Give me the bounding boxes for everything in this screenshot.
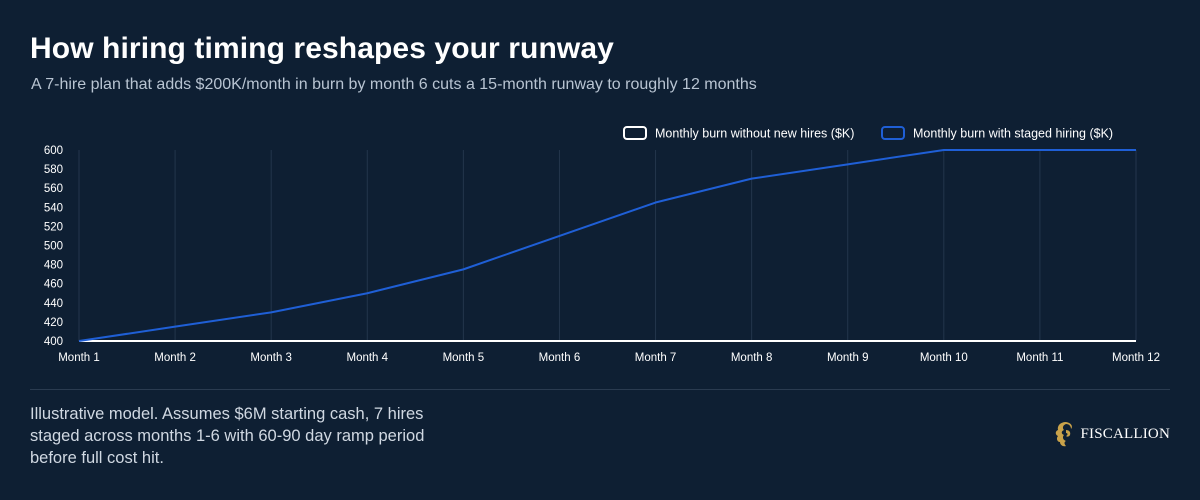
y-tick-label: 460 — [44, 279, 63, 291]
series-lines — [78, 149, 1136, 342]
line-chart: Month 1 Month 2 Month 3 Month 4 Month 5 Month… — [44, 126, 1160, 364]
y-tick-label: 480 — [44, 260, 63, 272]
x-tick-label: Month 9 — [827, 352, 869, 364]
brand-name: FISCALLION — [1080, 425, 1170, 442]
x-tick-label: Month 12 — [1112, 352, 1160, 364]
legend-swatch — [623, 126, 647, 140]
y-tick-label: 600 — [44, 145, 63, 157]
legend-label: Monthly burn without new hires ($K) — [655, 127, 854, 141]
x-tick-label: Month 10 — [920, 352, 968, 364]
x-tick-label: Month 6 — [539, 352, 581, 364]
lion-head-icon — [1056, 422, 1073, 447]
x-tick-label: Month 11 — [1016, 352, 1063, 364]
axis-labels: Month 1 Month 2 Month 3 Month 4 Month 5 Month… — [44, 145, 1160, 364]
y-tick-label: 500 — [44, 241, 63, 253]
y-tick-label: 440 — [44, 298, 63, 310]
y-tick-label: 540 — [44, 202, 63, 214]
x-tick-label: Month 8 — [731, 352, 773, 364]
x-tick-label: Month 5 — [443, 352, 485, 364]
y-tick-label: 400 — [44, 336, 63, 348]
x-tick-label: Month 4 — [346, 352, 388, 364]
y-tick-label: 560 — [44, 183, 63, 195]
footnote: Illustrative model. Assumes $6M starting… — [30, 405, 425, 467]
legend-swatch — [881, 126, 905, 140]
x-tick-label: Month 2 — [154, 352, 196, 364]
x-tick-label: Month 1 — [58, 352, 100, 364]
y-tick-label: 520 — [44, 221, 63, 233]
chart-title: How hiring timing reshapes your runway — [30, 32, 614, 65]
legend: Monthly burn without new hires ($K) Month… — [623, 126, 1113, 141]
chart-subtitle: A 7-hire plan that adds $200K/month in b… — [31, 76, 757, 93]
x-tick-label: Month 7 — [635, 352, 677, 364]
y-tick-label: 580 — [44, 164, 63, 176]
brand-logo: FISCALLION — [1052, 420, 1170, 448]
series-line-2 — [78, 149, 1136, 342]
y-tick-label: 420 — [44, 317, 63, 329]
legend-label: Monthly burn with staged hiring ($K) — [913, 127, 1113, 141]
footer-divider — [30, 389, 1170, 390]
grid-lines — [78, 150, 1137, 341]
x-tick-label: Month 3 — [250, 352, 292, 364]
